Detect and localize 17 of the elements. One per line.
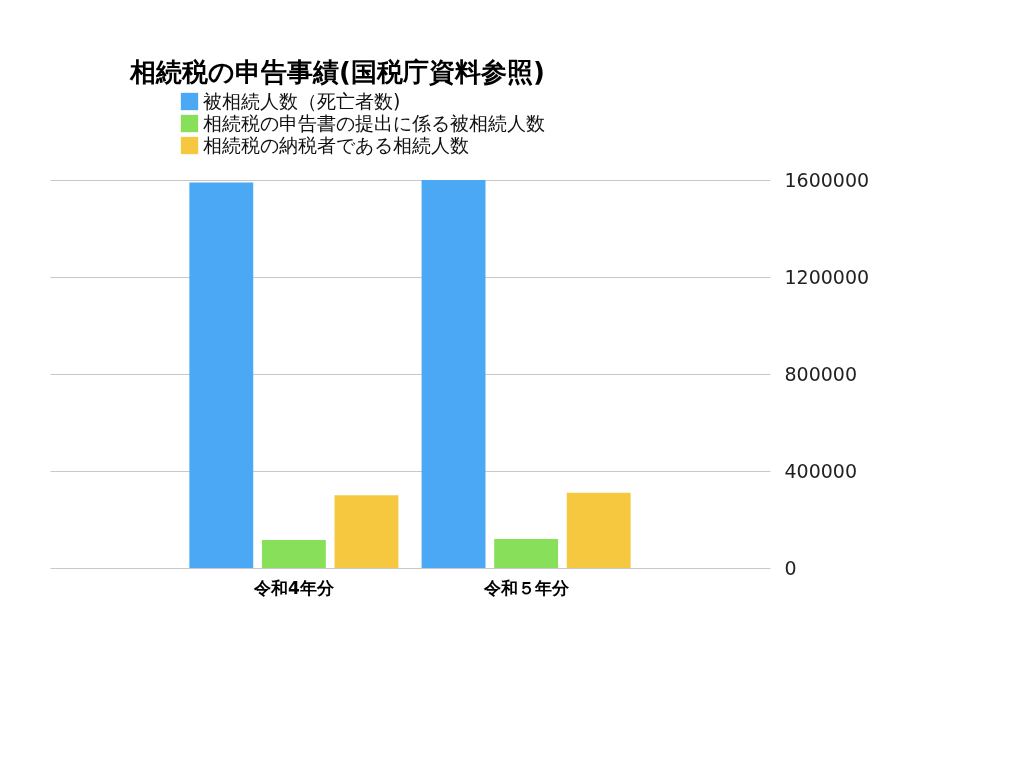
bar (494, 538, 559, 568)
bar (261, 540, 326, 568)
y-tick-label: 400000 (784, 459, 858, 482)
legend-label: 相続税の申告書の提出に係る被相続人数 (203, 111, 545, 134)
x-tick-label: 令和５年分 (482, 577, 570, 598)
chart-title: 相続税の申告事績(国税庁資料参照) (129, 57, 545, 87)
bar (566, 492, 631, 568)
legend-label: 相続税の納税者である相続人数 (203, 133, 469, 156)
y-tick-label: 800000 (784, 362, 858, 385)
bar (421, 180, 486, 568)
bar (189, 182, 254, 568)
bar (334, 495, 399, 568)
y-tick-label: 0 (784, 556, 797, 579)
legend-label: 被相続人数（死亡者数) (203, 89, 401, 112)
y-tick-label: 1600000 (784, 168, 870, 191)
x-tick-label: 令和4年分 (252, 577, 335, 598)
y-tick-label: 1200000 (784, 265, 870, 288)
